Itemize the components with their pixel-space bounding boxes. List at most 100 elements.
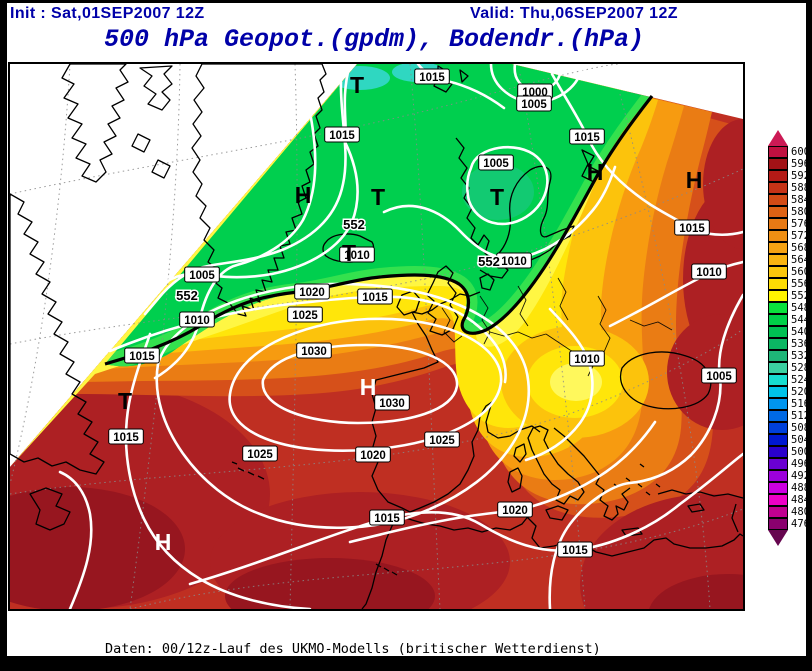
colorbar-box [768,146,788,158]
isobar-label: 1020 [355,446,391,463]
isobar-label: 1010 [179,311,215,328]
colorbar-label: 512 [791,410,810,422]
svg-text:1010: 1010 [696,267,722,279]
low-center-label: T [350,72,364,98]
border-right [806,0,812,671]
svg-text:1015: 1015 [562,545,588,557]
high-center-label: H [587,159,604,185]
svg-text:1025: 1025 [292,310,318,322]
svg-text:1005: 1005 [483,158,509,170]
isobar-label: 1010 [339,246,375,263]
colorbar-box [768,350,788,362]
isobar-label: 1025 [242,445,278,462]
colorbar-label: 488 [791,482,810,494]
isobar-label: 1015 [108,428,144,445]
svg-text:1015: 1015 [574,132,600,144]
colorbar-label: 580 [791,206,810,218]
svg-text:1005: 1005 [521,99,547,111]
isobar-label: 1030 [374,394,410,411]
map-area: 1015 1015 1000 1005 1015 1005 1010 1015 1010 1005… [8,62,745,611]
colorbar-box [768,158,788,170]
colorbar-label: 544 [791,314,810,326]
colorbar-bottom-arrow [768,530,788,546]
isobar-label: 1025 [424,431,460,448]
colorbar-label: 548 [791,302,810,314]
svg-text:1010: 1010 [574,354,600,366]
isobar-label-layer: 1015101510001005101510051010101510101005… [108,68,737,558]
isobar-label: 1015 [674,219,710,236]
svg-text:1020: 1020 [360,450,386,462]
colorbar-label: 476 [791,518,810,530]
colorbar-box [768,170,788,182]
border-top [0,0,812,3]
colorbar-box [768,506,788,518]
svg-text:1015: 1015 [129,351,155,363]
svg-text:1015: 1015 [419,72,445,84]
colorbar-box [768,422,788,434]
colorbar-label: 516 [791,398,810,410]
isobar-label: 1010 [496,252,532,269]
colorbar-label: 592 [791,170,810,182]
colorbar-box [768,410,788,422]
svg-text:1005: 1005 [706,371,732,383]
low-center-label: T [371,184,385,210]
svg-text:1015: 1015 [362,292,388,304]
geopotential-shading [10,64,743,609]
low-center-label: T [118,388,132,414]
colorbar-label: 572 [791,230,810,242]
colorbar-box [768,302,788,314]
colorbar-label: 484 [791,494,810,506]
init-datetime: Init : Sat,01SEP2007 12Z [10,5,205,22]
colorbar-box [768,482,788,494]
isobar-label: 1030 [296,342,332,359]
colorbar-label: 596 [791,158,810,170]
isobar-label: 1015 [414,68,450,85]
svg-text:1010: 1010 [344,250,370,262]
colorbar-box [768,218,788,230]
svg-text:1030: 1030 [301,346,327,358]
isobar-label: 1015 [557,541,593,558]
pressure-center-layer: T T T T T H H H H H [118,72,702,555]
colorbar-box [768,278,788,290]
geopotential-552-contour [104,95,654,366]
colorbar-box [768,518,788,530]
geopotential-label: 552 [343,217,365,232]
svg-text:1015: 1015 [679,223,705,235]
geopotential-label: 552 [478,254,500,269]
valid-datetime: Valid: Thu,06SEP2007 12Z [470,5,678,22]
colorbar-label: 480 [791,506,810,518]
colorbar-label: 500 [791,446,810,458]
isobar-label: 1020 [497,501,533,518]
colorbar-label: 560 [791,266,810,278]
isobar-label: 1010 [569,350,605,367]
colorbar-label: 600 [791,146,810,158]
colorbar-box [768,290,788,302]
colorbar-label: 556 [791,278,810,290]
colorbar-box [768,254,788,266]
colorbar-box [768,374,788,386]
credits-source: Daten: 00/12z-Lauf des UKMO-Modells (bri… [105,641,601,657]
credits: Daten: 00/12z-Lauf des UKMO-Modells (bri… [105,612,601,671]
isobar-label: 1025 [287,306,323,323]
isobar-label: 1015 [369,509,405,526]
high-center-label: H [686,167,703,193]
chart-title: 500 hPa Geopot.(gpdm), Bodendr.(hPa) [103,25,645,54]
colorbar-label: 584 [791,194,810,206]
isobar-label: 1005 [701,367,737,384]
colorbar-label: 496 [791,458,810,470]
colorbar-box [768,446,788,458]
colorbar-label: 576 [791,218,810,230]
colorbar-box [768,326,788,338]
colorbar-box [768,314,788,326]
border-bottom [0,656,812,671]
geopotential-label: 552 [176,288,198,303]
colorbar-box [768,386,788,398]
colorbar-box [768,494,788,506]
colorbar-box [768,206,788,218]
isobar-label: 1015 [324,126,360,143]
colorbar-box [768,398,788,410]
low-center-label: T [490,184,504,210]
colorbar-box [768,338,788,350]
svg-text:1015: 1015 [329,130,355,142]
